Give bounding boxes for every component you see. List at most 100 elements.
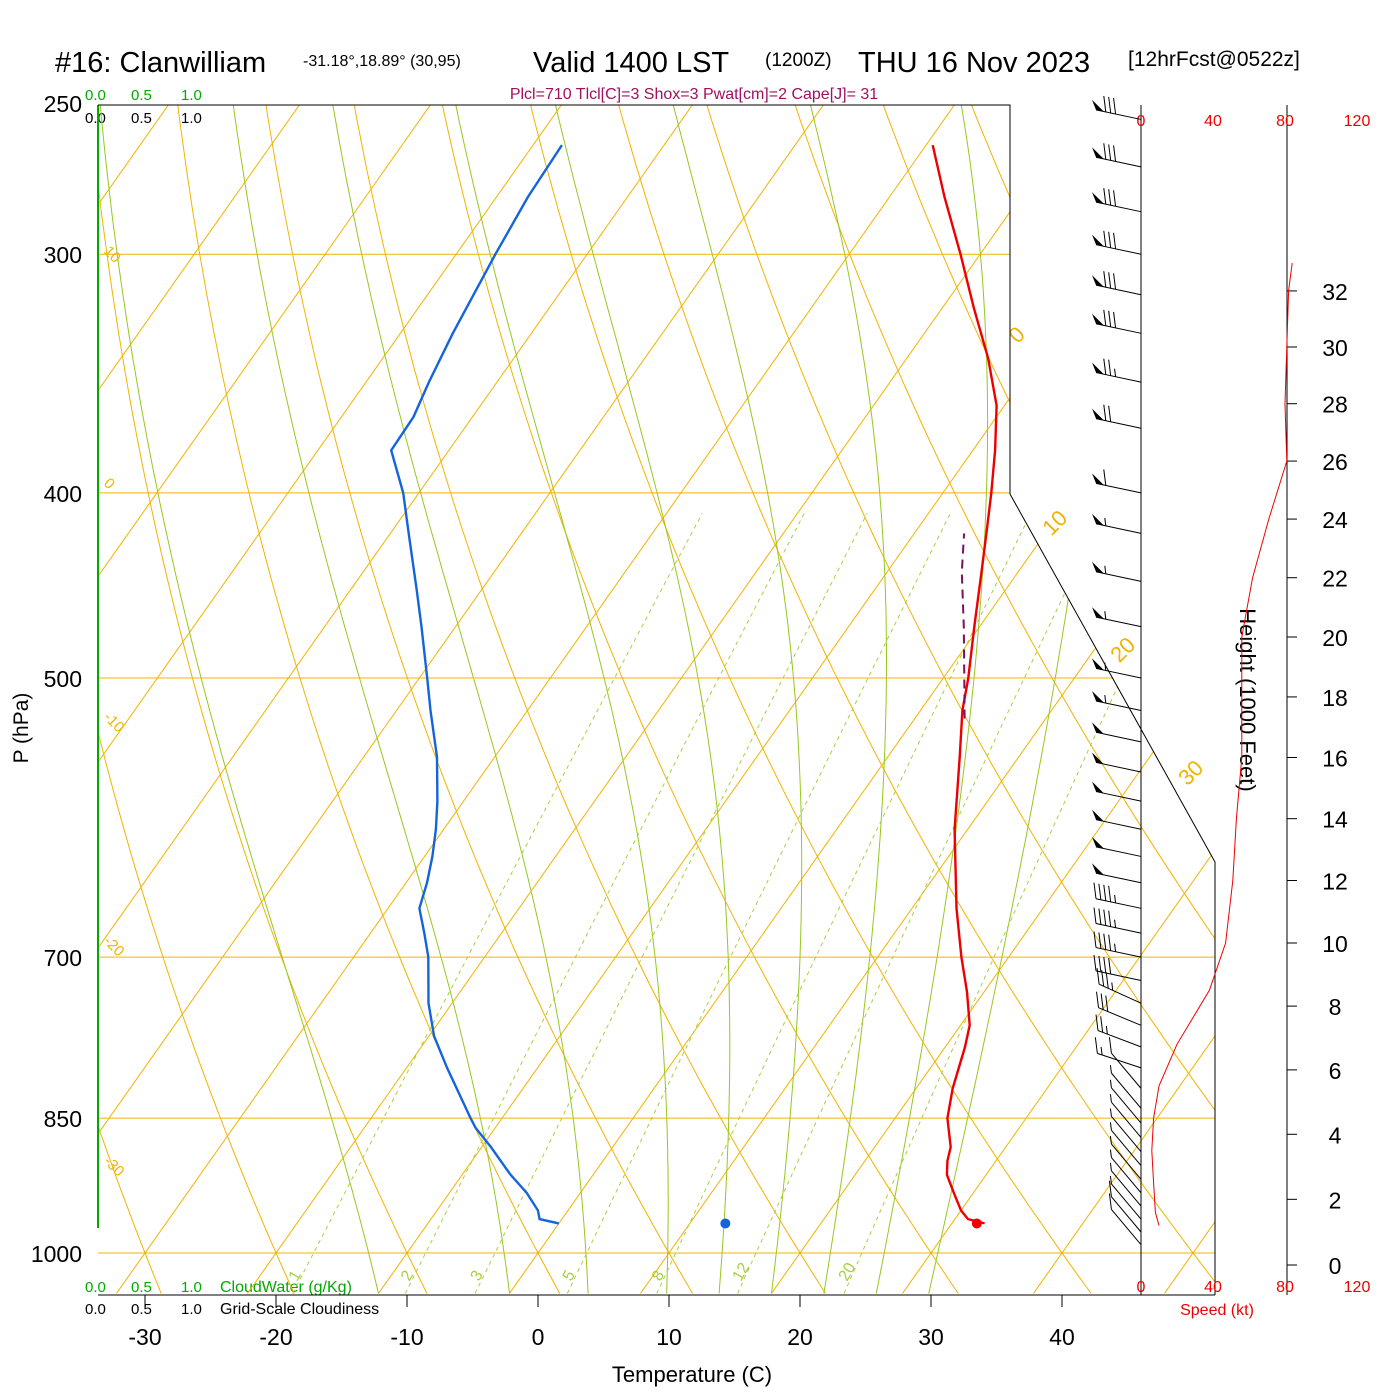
wind-barb-staff [1097, 1052, 1142, 1069]
wind-barb-staff [1095, 700, 1142, 712]
wind-barb-pennant [1092, 513, 1104, 526]
isotherm-line [98, 105, 195, 1294]
cloud-bot-black-0: 0.0 [85, 1301, 106, 1318]
sounding-series [389, 144, 998, 1229]
wind-barb-pennant [1092, 408, 1104, 421]
height-tick-label: 8 [1329, 994, 1342, 1020]
plot-frame [97, 104, 1216, 1296]
wind-barb-flag [1098, 955, 1102, 973]
height-tick-label: 4 [1329, 1122, 1342, 1148]
wind-barb-pennant [1092, 362, 1104, 375]
wind-barb-pennant [1092, 781, 1104, 794]
wind-barb-staff [1095, 418, 1142, 429]
wind-barb-half-flag [1100, 1046, 1103, 1056]
wind-barb-flag [1103, 143, 1107, 160]
speed-tick-bottom: 0 [1137, 1279, 1146, 1296]
wind-barb-half-flag [1109, 1108, 1112, 1117]
wind-barb-flag [1113, 190, 1117, 207]
x-tick-label: -20 [259, 1324, 292, 1350]
speed-tick-bottom: 40 [1204, 1279, 1222, 1296]
wind-speed-line [1151, 263, 1293, 1226]
cloudwater-scale-top: 0.0 0.5 1.0 0.0 0.5 1.0 [85, 87, 202, 127]
wind-barb-pennant [1092, 809, 1104, 822]
dry-adiabat [782, 105, 1215, 1294]
wind-barb-half-flag [1109, 1136, 1112, 1145]
wind-barb-flag [1108, 231, 1112, 248]
wind-barb-pennant [1092, 147, 1104, 159]
wind-barb-half-flag [1114, 943, 1117, 952]
wind-barb-flag [1095, 1014, 1099, 1031]
height-tick-label: 10 [1322, 931, 1348, 957]
height-tick-label: 32 [1322, 279, 1348, 305]
wind-barb-flag [1098, 932, 1102, 949]
wind-barb-flag [1108, 1037, 1112, 1054]
wind-barb-pennant [1092, 658, 1104, 671]
isotherm-label: 20 [1105, 632, 1140, 667]
mixing-ratio-label: 12 [730, 1260, 754, 1284]
wind-barb-flag [1100, 993, 1104, 1010]
wind-barb-flag [1103, 404, 1107, 421]
wind-speed-panel [1151, 263, 1293, 1226]
height-tick-label: 20 [1322, 625, 1348, 651]
wind-barb-staff [1095, 947, 1142, 958]
isotherm-left-label: -20 [100, 933, 127, 960]
cloud-bot-black-1: 0.5 [131, 1301, 152, 1318]
wind-barb-staff [1111, 1101, 1142, 1138]
wind-barb-flag [1103, 933, 1107, 950]
wind-barb-flag [1100, 1016, 1104, 1033]
wind-barb-flag [1103, 358, 1107, 375]
wind-barb-pennant [1092, 275, 1104, 287]
isotherm-label: 30 [1173, 755, 1208, 790]
isotherm-line [1295, 69, 1400, 1293]
mixing-ratio-line [404, 513, 805, 1294]
wind-barb-half-flag [1114, 894, 1117, 903]
pressure-tick-label: 850 [44, 1106, 82, 1132]
speed-tick-top: 0 [1137, 113, 1146, 130]
x-tick-label: -10 [390, 1324, 423, 1350]
zulu-time: (1200Z) [765, 50, 832, 71]
speed-tick-bottom: 80 [1276, 1279, 1294, 1296]
wind-barb-flag [1094, 1037, 1098, 1054]
x-tick-label: 10 [656, 1324, 682, 1350]
cloudwater-scale-bottom: 0.0 0.5 1.0 CloudWater (g/Kg) 0.0 0.5 1.… [85, 1279, 379, 1318]
pressure-tick-label: 400 [44, 481, 82, 507]
surface-dewpoint-dot [720, 1218, 731, 1229]
surface-temperature-dot [971, 1218, 982, 1229]
pressure-tick-label: 300 [44, 242, 82, 268]
mixing-ratio-label: 8 [649, 1268, 668, 1284]
wind-barb-half-flag [1104, 517, 1107, 526]
wind-barb-flag [1093, 882, 1097, 899]
isotherm-line [771, 105, 1215, 1294]
wind-barb-flag [1108, 934, 1112, 951]
cloud-top-black-2: 1.0 [181, 110, 202, 127]
wind-barb-flag [1105, 972, 1109, 989]
wind-barb-flag [1103, 230, 1107, 247]
wind-barb-flag [1113, 145, 1117, 162]
isotherm-label: 0 [1004, 322, 1030, 348]
wind-barb-half-flag [1105, 1026, 1108, 1035]
wind-barb-staff [1095, 872, 1142, 884]
cloud-top-green-1: 0.5 [131, 87, 152, 104]
height-tick-label: 0 [1329, 1253, 1342, 1279]
mixing-ratio-line [474, 513, 868, 1294]
dry-adiabat [1306, 69, 1400, 1293]
isotherm-label: 10 [1037, 505, 1072, 540]
wind-barb-flag [1103, 309, 1107, 326]
wind-barb-pennant [1092, 192, 1104, 204]
wind-barb-staff [1111, 1183, 1142, 1220]
cloudwater-label: CloudWater (g/Kg) [220, 1279, 352, 1296]
isotherm-left-label: 10 [100, 243, 124, 267]
wind-barb-half-flag [1104, 694, 1107, 704]
cloud-top-green-0: 0.0 [85, 87, 106, 104]
wind-barb-staff [1111, 1196, 1142, 1233]
isotherm-left-label: 0 [100, 475, 118, 493]
dry-adiabat [98, 105, 162, 1294]
isotherm-line [98, 105, 326, 1294]
wind-barb-pennant [1092, 561, 1104, 574]
series-temperature-line [931, 144, 998, 1225]
wind-barb-flag [1108, 272, 1112, 289]
forecast-label: [12hrFcst@0522z] [1128, 48, 1300, 71]
